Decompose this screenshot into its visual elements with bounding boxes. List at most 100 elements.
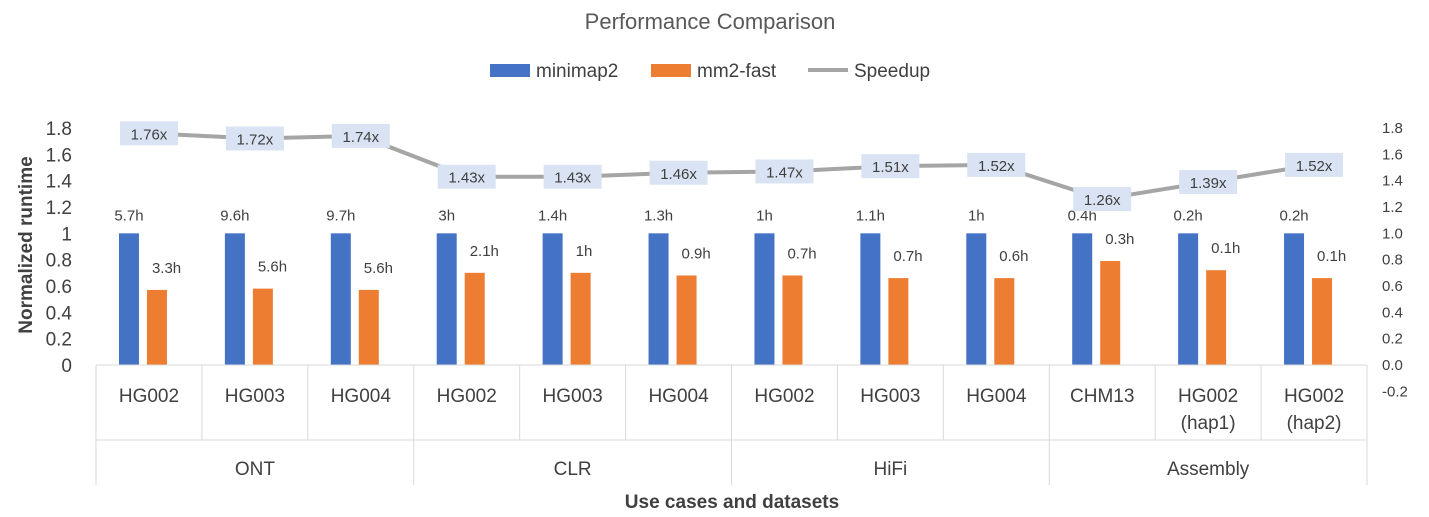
category-label: HG003 xyxy=(225,386,285,407)
data-label-minimap2: 1h xyxy=(756,207,773,224)
category-label: HG002 xyxy=(754,386,814,407)
bar-minimap2 xyxy=(1072,233,1093,365)
y-tick-label: 0 xyxy=(61,356,72,377)
legend-label-mm2-fast: mm2-fast xyxy=(697,61,777,82)
y2-tick-label: -0.2 xyxy=(1382,383,1408,400)
x-axis: HG002 HG003 HG004 HG002 HG003 HG004 HG002 HG003… xyxy=(95,364,1368,485)
bar-mm2-fast xyxy=(1100,260,1121,365)
chart-title: Performance Comparison xyxy=(585,9,836,34)
data-label-mm2-fast: 3.3h xyxy=(152,260,181,277)
data-label-minimap2: 0.2h xyxy=(1279,207,1308,224)
bar-mm2-fast xyxy=(1312,278,1333,365)
speedup-label-box xyxy=(861,154,920,179)
speedup-label: 1.43x xyxy=(554,170,591,187)
data-label-minimap2: 1h xyxy=(968,207,985,224)
bar-minimap2 xyxy=(118,233,139,365)
speedup-label: 1.43x xyxy=(448,170,485,187)
category-label: HG002 xyxy=(437,386,497,407)
bars: 5.7h 3.3h 9.6h 5.6h 9.7h 5.6h 3h 2.1h 1.4h 1h 1.3h… xyxy=(114,207,1346,365)
y2-tick-label: 0.6 xyxy=(1382,278,1403,295)
bar-mm2-fast xyxy=(1206,270,1227,365)
data-label-mm2-fast: 0.7h xyxy=(893,248,922,265)
y-tick-label: 0.4 xyxy=(46,303,73,324)
data-label-mm2-fast: 0.1h xyxy=(1211,240,1240,257)
y-tick-label: 1.4 xyxy=(46,172,73,193)
speedup-label-box xyxy=(543,164,602,189)
group-label: ONT xyxy=(235,459,276,480)
data-label-mm2-fast: 5.6h xyxy=(258,259,287,276)
speedup-label-box xyxy=(755,159,814,184)
category-label: HG002 xyxy=(119,386,179,407)
y2-tick-label: 0.4 xyxy=(1382,304,1403,321)
speedup-series-line xyxy=(148,131,1315,202)
category-label: HG003 xyxy=(860,386,920,407)
speedup-label: 1.76x xyxy=(131,126,168,143)
speedup-label-box xyxy=(1285,152,1344,177)
speedup-label-box xyxy=(437,164,496,189)
y-tick-label: 0.6 xyxy=(46,277,72,298)
legend-label-speedup: Speedup xyxy=(854,61,930,82)
bar-mm2-fast xyxy=(888,278,909,365)
data-label-mm2-fast: 0.6h xyxy=(999,248,1028,265)
speedup-label: 1.52x xyxy=(978,158,1015,175)
y-tick-label: 0.2 xyxy=(46,330,72,351)
y2-tick-label: 1.8 xyxy=(1382,120,1403,137)
category-label: HG004 xyxy=(648,386,709,407)
y2-tick-label: 0.0 xyxy=(1382,357,1403,374)
group-label: HiFi xyxy=(873,459,907,480)
bar-mm2-fast xyxy=(994,278,1015,365)
data-label-mm2-fast: 2.1h xyxy=(470,243,499,260)
y2-tick-label: 0.2 xyxy=(1382,331,1403,348)
data-label-minimap2: 5.7h xyxy=(114,207,143,224)
y-axis-ticks: 0 0.2 0.4 0.6 0.8 1 1.2 1.4 1.6 1.8 xyxy=(46,119,73,377)
speedup-label: 1.46x xyxy=(660,166,697,183)
category-label: (hap2) xyxy=(1287,413,1342,434)
y-tick-label: 0.8 xyxy=(46,251,72,272)
speedup-line: 1.76x 1.72x 1.74x 1.43x 1.43x 1.46x 1.47x 1.51x… xyxy=(119,121,1344,212)
y2-tick-label: 1.6 xyxy=(1382,146,1403,163)
y-axis-title: Normalized runtime xyxy=(16,156,37,333)
data-label-mm2-fast: 1h xyxy=(576,243,593,260)
category-label: HG004 xyxy=(331,386,392,407)
y2-tick-label: 1.4 xyxy=(1382,173,1403,190)
speedup-label-box xyxy=(967,152,1026,177)
bar-mm2-fast xyxy=(252,288,273,365)
category-label: HG002 xyxy=(1284,386,1344,407)
bar-mm2-fast xyxy=(464,272,485,365)
legend-swatch-minimap2 xyxy=(490,64,530,77)
data-label-minimap2: 9.6h xyxy=(220,207,249,224)
data-label-minimap2: 9.7h xyxy=(326,207,355,224)
bar-minimap2 xyxy=(1284,233,1305,365)
legend: minimap2 mm2-fast Speedup xyxy=(490,61,930,82)
data-label-mm2-fast: 0.3h xyxy=(1105,231,1134,248)
y-tick-label: 1.2 xyxy=(46,198,72,219)
y-tick-label: 1 xyxy=(61,224,72,245)
speedup-label: 1.39x xyxy=(1190,175,1227,192)
data-label-minimap2: 0.2h xyxy=(1174,207,1203,224)
speedup-label: 1.52x xyxy=(1296,158,1333,175)
speedup-label: 1.47x xyxy=(766,164,803,181)
speedup-label-box xyxy=(1179,169,1238,194)
y2-tick-label: 0.8 xyxy=(1382,252,1403,269)
bar-minimap2 xyxy=(648,233,669,365)
bar-minimap2 xyxy=(1178,233,1199,365)
data-label-mm2-fast: 5.6h xyxy=(364,260,393,277)
x-axis-title: Use cases and datasets xyxy=(625,492,839,513)
legend-label-minimap2: minimap2 xyxy=(536,61,618,82)
bar-minimap2 xyxy=(224,233,245,365)
speedup-label-box xyxy=(119,121,178,146)
y2-tick-label: 1.0 xyxy=(1382,225,1403,242)
speedup-label: 1.72x xyxy=(237,132,274,149)
speedup-label: 1.74x xyxy=(342,129,379,146)
bar-minimap2 xyxy=(754,233,775,365)
secondary-y-axis-ticks: -0.2 0.0 0.2 0.4 0.6 0.8 1.0 1.2 1.4 1.6 1.8 xyxy=(1382,120,1408,400)
y-tick-label: 1.6 xyxy=(46,145,72,166)
data-label-mm2-fast: 0.9h xyxy=(682,245,711,262)
bar-mm2-fast xyxy=(782,275,803,365)
bar-minimap2 xyxy=(436,233,457,365)
data-label-minimap2: 3h xyxy=(438,207,455,224)
data-label-minimap2: 1.3h xyxy=(644,207,673,224)
bar-minimap2 xyxy=(330,233,351,365)
category-label: (hap1) xyxy=(1181,413,1236,434)
